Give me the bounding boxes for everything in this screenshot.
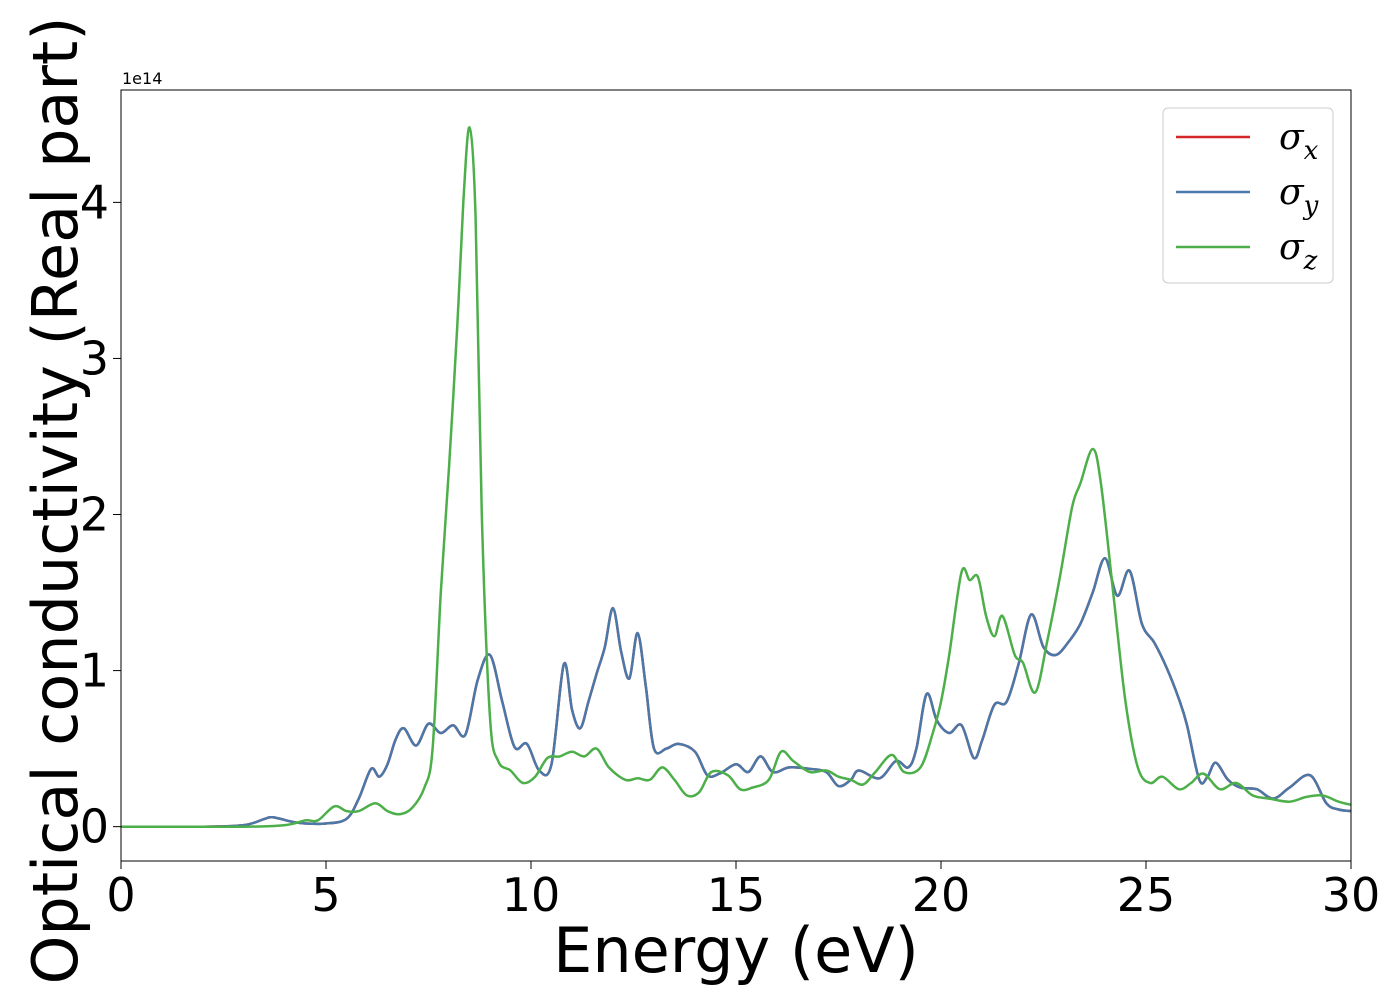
legend-label-1: σx bbox=[1279, 117, 1319, 166]
y-tick-label: 3 bbox=[80, 331, 109, 385]
x-tick-label: 20 bbox=[912, 868, 971, 922]
x-tick-label: 10 bbox=[502, 868, 561, 922]
x-tick-label: 15 bbox=[707, 868, 766, 922]
x-axis-ticks: 0 5 10 15 20 25 30 bbox=[106, 861, 1380, 922]
series-line-2 bbox=[121, 556, 1351, 829]
y-axis-offset-label: 1e14 bbox=[122, 69, 162, 88]
x-tick-label: 30 bbox=[1322, 868, 1381, 922]
plot-series bbox=[121, 126, 1351, 829]
x-axis-label: Energy (eV) bbox=[553, 914, 919, 987]
legend-box bbox=[1162, 107, 1334, 284]
y-tick-label: 4 bbox=[80, 175, 109, 229]
series-line-3 bbox=[121, 126, 1351, 829]
legend: σx σy σz bbox=[1162, 107, 1334, 284]
legend-label-3: σz bbox=[1279, 227, 1318, 276]
x-tick-label: 5 bbox=[311, 868, 340, 922]
x-tick-label: 25 bbox=[1117, 868, 1176, 922]
y-tick-label: 2 bbox=[80, 488, 109, 542]
x-tick-label: 0 bbox=[106, 868, 135, 922]
legend-label-2: σy bbox=[1279, 172, 1319, 221]
y-tick-label: 1 bbox=[80, 644, 109, 698]
y-tick-label: 0 bbox=[80, 800, 109, 854]
y-axis-ticks: 0 1 2 3 4 bbox=[80, 175, 121, 854]
y-axis-label: Optical conductivity (Real part) bbox=[19, 17, 92, 985]
